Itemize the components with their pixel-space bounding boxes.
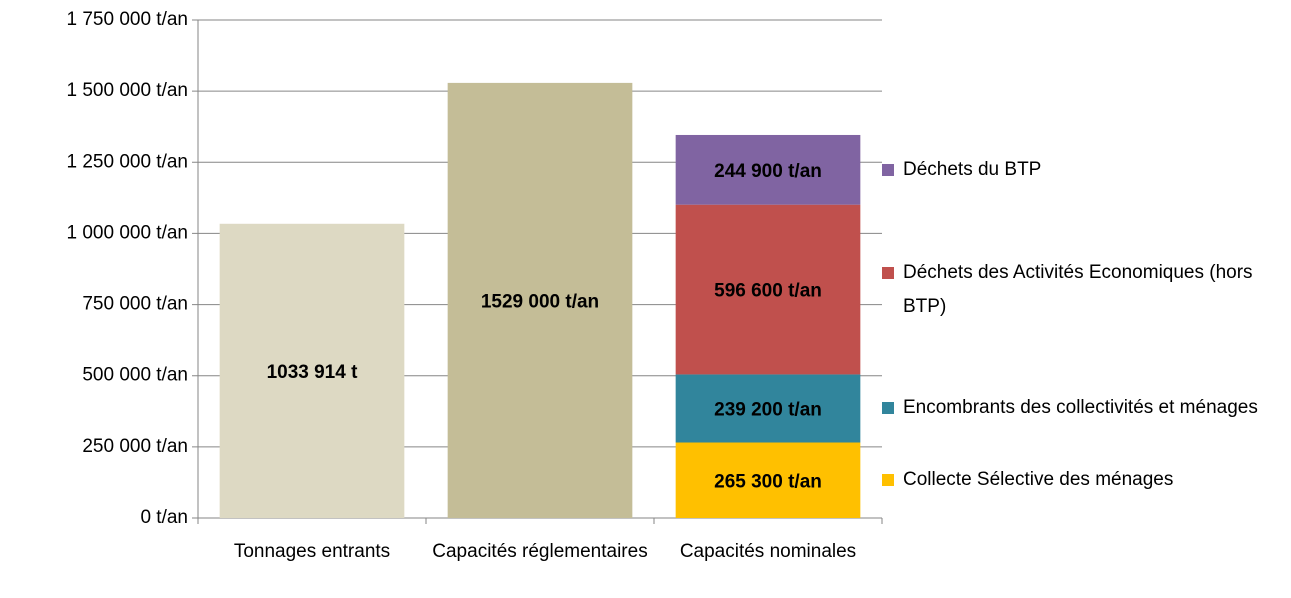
value-label: 596 600 t/an	[714, 281, 822, 302]
legend-swatch	[882, 402, 894, 415]
value-label: 239 200 t/an	[714, 399, 822, 420]
bar	[447, 82, 633, 518]
y-tick-label: 1 500 000 t/an	[67, 80, 189, 101]
bar-segment	[675, 442, 861, 518]
legend-item: Déchets du BTP	[882, 153, 1282, 187]
y-tick-label: 1 000 000 t/an	[67, 222, 189, 243]
value-label: 244 900 t/an	[714, 161, 822, 182]
legend-swatch	[882, 163, 894, 176]
y-tick-label: 500 000 t/an	[82, 365, 188, 386]
x-tick-label: Capacités nominales	[679, 541, 857, 562]
y-tick-label: 0 t/an	[140, 507, 188, 528]
legend-item: Encombrants des collectivités et ménages	[882, 391, 1282, 425]
legend-label: Déchets du BTP	[903, 158, 1042, 180]
bar-segment	[675, 374, 861, 443]
legend-item: Collecte Sélective des ménages	[882, 463, 1282, 497]
y-tick-label: 250 000 t/an	[82, 436, 188, 457]
legend-item: Déchets des Activités Economiques (hors …	[882, 256, 1282, 324]
x-tick-label: Capacités réglementaires	[432, 541, 648, 562]
bar-segment	[675, 204, 861, 375]
value-label: 265 300 t/an	[714, 471, 822, 492]
y-tick-label: 1 250 000 t/an	[67, 151, 189, 172]
value-label: 1033 914 t	[267, 362, 359, 383]
value-label: 1529 000 t/an	[481, 291, 599, 312]
legend-swatch	[882, 266, 894, 279]
legend-label: Collecte Sélective des ménages	[903, 469, 1174, 491]
y-tick-label: 750 000 t/an	[82, 294, 188, 315]
y-tick-label: 1 750 000 t/an	[67, 9, 189, 30]
legend-swatch	[882, 474, 894, 487]
bar-segment	[675, 134, 861, 205]
legend-label: Déchets des Activités Economiques (hors …	[903, 261, 1253, 317]
bar	[219, 223, 405, 518]
legend-label: Encombrants des collectivités et ménages	[903, 397, 1258, 419]
x-tick-label: Tonnages entrants	[233, 541, 391, 562]
